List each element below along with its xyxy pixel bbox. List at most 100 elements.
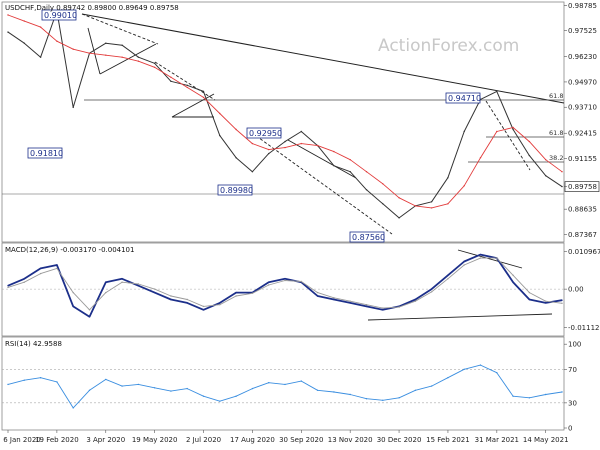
macd-macd-point [333,298,335,301]
rsi-rsi-point [447,377,449,379]
price-price-point [349,171,351,173]
price-price-point [365,189,368,191]
rsi-rsi-point [170,390,172,392]
rsi-rsi-point [316,389,319,391]
price-moving-average-point [153,66,156,69]
price-moving-average-point [56,40,58,42]
macd-macd-point [186,302,188,304]
macd-signal-point [447,278,449,280]
macd-macd-point [72,305,74,308]
price-moving-average-point [382,183,384,185]
rsi-rsi-point [121,385,123,387]
price-moving-average-point [72,48,74,50]
price-moving-average-point [105,54,107,56]
price-moving-average-point [235,128,237,131]
macd-macd-point [137,285,140,287]
y-tick-label: -0.011127 [568,324,600,332]
x-tick-label: 2 Jul 2020 [186,436,221,444]
rsi-rsi-point [268,382,270,384]
annotation-box [27,147,63,159]
y-tick-label: 0.92415 [568,130,597,138]
rsi-rsi-point [219,400,221,402]
price-moving-average-point [39,26,42,28]
macd-signal-point [7,286,9,289]
macd-signal-point [153,288,156,290]
y-tick-label: 0.98785 [568,2,597,10]
macd-signal-point [349,300,351,302]
price-price-point [512,128,514,131]
rsi-series-layer [2,364,564,409]
y-tick-label: 0.97525 [568,27,597,35]
y-tick-label: 0.94970 [568,78,597,86]
rsi-rsi-point [561,391,563,393]
macd-signal-point [186,298,188,301]
rsi-rsi-point [382,399,384,401]
rsi-rsi-point [186,387,188,390]
price-moving-average-point [7,14,9,16]
macd-macd-point [349,302,351,304]
price-moving-average-point [430,207,433,209]
rsi-rsi-point [88,389,91,391]
price-price-point [382,203,384,205]
price-moving-average-point [463,185,465,187]
price-price-point [23,42,25,44]
price-price-point [496,90,498,93]
macd-macd-point [561,299,563,301]
macd-divergence-line [457,249,523,269]
annotation-low-march-2020: 0.91810 [30,149,63,158]
macd-macd-point [7,285,9,287]
y-tick-label: 70 [568,366,577,374]
macd-signal-point [365,304,368,306]
macd-macd-point [23,278,25,280]
major-downtrend-line [81,13,565,104]
x-tick-label: 30 Sep 2020 [279,436,323,444]
macd-signal-point [72,291,74,294]
price-moving-average-point [186,86,188,89]
macd-macd-point [39,267,42,270]
price-price-point [333,165,335,167]
price-moving-average-point [414,205,417,207]
price-moving-average-point [479,157,482,159]
price-price-point [39,56,42,58]
rsi-rsi-point [202,395,205,397]
rsi-rsi-point [56,381,58,383]
price-price-point [430,201,433,203]
macd-signal-point [219,304,221,306]
macd-signal-point [235,295,237,297]
x-tick-label: 19 May 2020 [132,436,178,444]
rsi-panel-frame [1,336,565,431]
dashed-channel-lower [247,129,393,235]
y-tick-label: 0.96230 [568,53,597,61]
macd-macd-point [121,278,123,280]
price-price-point [137,56,140,58]
fib-label-38-2: 38.2 [549,154,563,162]
macd-macd-point [219,302,221,304]
macd-signal-point [23,281,25,283]
price-moving-average-point [349,159,351,161]
price-price-point [219,134,221,137]
macd-macd-point [528,298,531,301]
price-price-point [545,175,547,177]
price-moving-average-point [88,52,91,54]
price-price-point [105,42,107,44]
macd-signal-point [300,280,302,283]
macd-signal-point [202,305,205,308]
x-tick-label: 30 Dec 2020 [377,436,422,444]
macd-macd-point [545,302,547,304]
price-price-point [72,106,74,109]
price-price-point [447,177,449,179]
rsi-rsi-point [365,398,368,400]
rsi-rsi-point [333,391,335,393]
rsi-rsi-point [479,364,482,366]
macd-signal-point [512,274,514,276]
macd-macd-point [316,295,319,297]
annotation-box [349,231,385,243]
macd-macd-point [365,305,368,308]
price-moving-average-point [23,20,25,22]
rsi-rsi-point [414,389,417,391]
annotation-high-2020: 0.99010 [44,11,77,20]
rsi-rsi-point [398,397,400,399]
macd-signal-point [528,291,531,294]
rsi-rsi-point [105,378,107,381]
